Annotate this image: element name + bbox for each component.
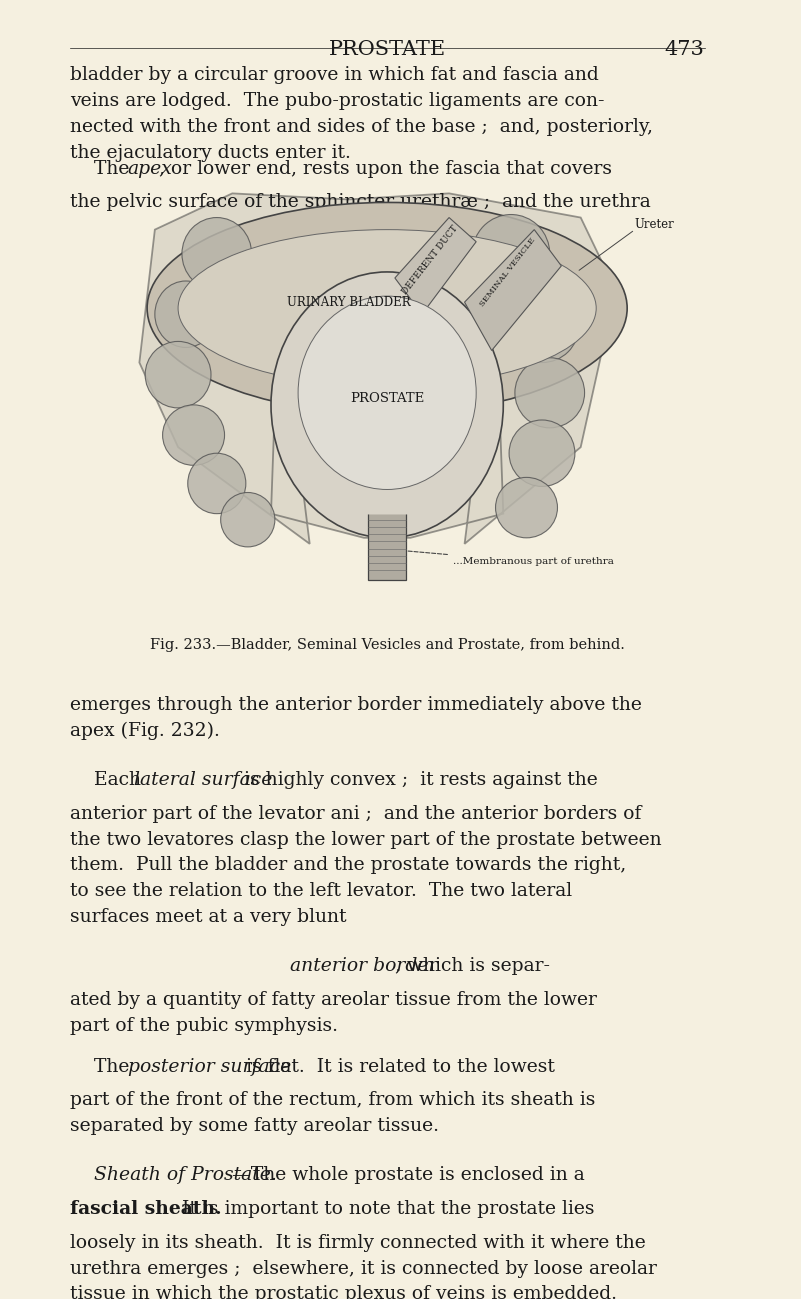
Ellipse shape	[163, 405, 224, 465]
Text: PROSTATE: PROSTATE	[328, 40, 445, 58]
Ellipse shape	[178, 230, 596, 387]
Text: anterior part of the levator ani ;  and the anterior borders of
the two levatore: anterior part of the levator ani ; and t…	[70, 805, 662, 926]
Ellipse shape	[515, 357, 585, 427]
Text: ...Membranous part of urethra: ...Membranous part of urethra	[397, 551, 614, 566]
Text: PROSTATE: PROSTATE	[350, 392, 425, 405]
Text: emerges through the anterior border immediately above the
apex (Fig. 232).: emerges through the anterior border imme…	[70, 696, 642, 740]
Ellipse shape	[509, 420, 575, 486]
PathPatch shape	[465, 230, 562, 351]
Text: 473: 473	[665, 40, 705, 58]
Text: It is important to note that the prostate lies: It is important to note that the prostat…	[171, 1200, 595, 1218]
Text: —The whole prostate is enclosed in a: —The whole prostate is enclosed in a	[232, 1167, 585, 1185]
Polygon shape	[325, 284, 449, 392]
Text: apex: apex	[127, 160, 173, 178]
Text: is highly convex ;  it rests against the: is highly convex ; it rests against the	[239, 772, 598, 788]
Text: The: The	[70, 160, 135, 178]
Ellipse shape	[145, 342, 211, 408]
Text: , or lower end, rests upon the fascia that covers: , or lower end, rests upon the fascia th…	[159, 160, 612, 178]
Text: Fig. 233.—Bladder, Seminal Vesicles and Prostate, from behind.: Fig. 233.—Bladder, Seminal Vesicles and …	[150, 638, 625, 652]
Text: the pelvic surface of the sphincter urethræ ;  and the urethra: the pelvic surface of the sphincter uret…	[70, 194, 650, 212]
Text: ated by a quantity of fatty areolar tissue from the lower
part of the pubic symp: ated by a quantity of fatty areolar tiss…	[70, 991, 597, 1035]
Ellipse shape	[505, 290, 579, 362]
Ellipse shape	[220, 492, 275, 547]
Text: part of the front of the rectum, from which its sheath is
separated by some fatt: part of the front of the rectum, from wh…	[70, 1091, 595, 1135]
Text: SEMINAL VESICLE: SEMINAL VESICLE	[478, 236, 537, 308]
Ellipse shape	[155, 281, 217, 347]
Ellipse shape	[147, 203, 627, 414]
Text: is flat.  It is related to the lowest: is flat. It is related to the lowest	[240, 1057, 555, 1076]
Ellipse shape	[473, 214, 549, 294]
Ellipse shape	[182, 217, 252, 290]
PathPatch shape	[395, 217, 476, 314]
Text: Sheath of Prostate.: Sheath of Prostate.	[95, 1167, 277, 1185]
Text: anterior border: anterior border	[290, 957, 438, 976]
Text: lateral surface: lateral surface	[134, 772, 272, 788]
Text: URINARY BLADDER: URINARY BLADDER	[287, 296, 410, 309]
Text: bladder by a circular groove in which fat and fascia and
veins are lodged.  The : bladder by a circular groove in which fa…	[70, 66, 653, 161]
Ellipse shape	[496, 478, 557, 538]
Text: posterior surface: posterior surface	[127, 1057, 291, 1076]
Ellipse shape	[271, 271, 503, 538]
Ellipse shape	[187, 453, 246, 513]
Text: fascial sheath.: fascial sheath.	[70, 1200, 221, 1218]
Ellipse shape	[298, 296, 476, 490]
Text: The: The	[70, 1057, 135, 1076]
Text: , which is separ-: , which is separ-	[395, 957, 549, 976]
FancyBboxPatch shape	[78, 205, 697, 629]
Polygon shape	[139, 194, 615, 544]
Text: Ureter: Ureter	[635, 217, 674, 230]
Text: loosely in its sheath.  It is firmly connected with it where the
urethra emerges: loosely in its sheath. It is firmly conn…	[70, 1234, 657, 1299]
PathPatch shape	[368, 513, 406, 581]
Text: Each: Each	[70, 772, 147, 788]
Text: DEFERENT DUCT: DEFERENT DUCT	[400, 223, 459, 296]
